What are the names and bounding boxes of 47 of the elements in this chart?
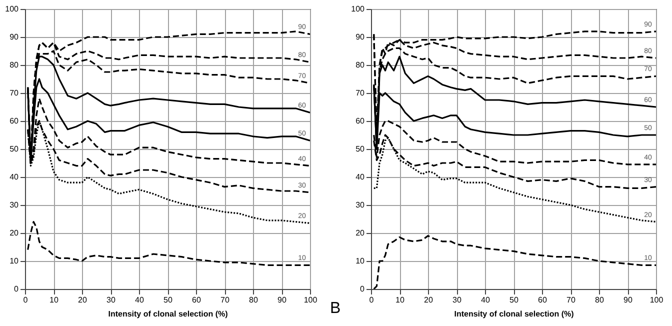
y-tick-label: 70: [10, 88, 20, 98]
x-tick-label: 30: [106, 296, 116, 304]
x-axis-title: Intensity of clonal selection (%): [454, 310, 574, 318]
x-tick-label: 70: [220, 296, 230, 304]
x-tick-label: 100: [650, 296, 664, 304]
y-tick-label: 50: [356, 144, 366, 154]
y-tick-label: 90: [356, 32, 366, 42]
y-tick-label: 20: [10, 228, 20, 238]
x-tick-label: 10: [396, 296, 405, 304]
y-tick-label: 100: [351, 4, 366, 14]
y-tick-label: 90: [10, 32, 20, 42]
y-tick-label: 40: [356, 172, 366, 182]
y-tick-label: 70: [356, 88, 366, 98]
x-tick-label: 50: [164, 296, 173, 304]
y-tick-label: 10: [356, 256, 366, 266]
y-tick-label: 50: [10, 144, 20, 154]
y-tick-label: 60: [10, 116, 20, 126]
x-tick-label: 100: [304, 296, 318, 304]
x-tick-label: 20: [424, 296, 434, 304]
y-tick-label: 60: [356, 116, 366, 126]
y-tick-label: 0: [14, 284, 20, 294]
x-tick-label: 90: [278, 296, 287, 304]
text: B: [330, 300, 341, 318]
y-tick-label: 100: [5, 4, 20, 14]
y-tick-label: 10: [10, 256, 20, 266]
x-tick-label: 30: [452, 296, 462, 304]
y-tick-label: 0: [360, 284, 366, 294]
x-tick-label: 60: [538, 296, 548, 304]
x-tick-label: 40: [481, 296, 490, 304]
x-tick-label: 0: [369, 296, 374, 304]
x-tick-label: 90: [624, 296, 633, 304]
x-axis-title: Intensity of clonal selection (%): [108, 310, 228, 318]
x-tick-label: 20: [78, 296, 88, 304]
y-tick-label: 80: [10, 60, 20, 70]
x-tick-label: 10: [50, 296, 59, 304]
y-tick-label: 30: [10, 200, 20, 210]
x-tick-label: 70: [566, 296, 576, 304]
x-tick-label: 80: [595, 296, 604, 304]
y-tick-label: 30: [356, 200, 366, 210]
x-tick-label: 0: [23, 296, 28, 304]
y-tick-label: 80: [356, 60, 366, 70]
y-tick-label: 40: [10, 172, 20, 182]
y-tick-label: 20: [356, 228, 366, 238]
x-tick-label: 60: [192, 296, 202, 304]
x-tick-label: 80: [249, 296, 258, 304]
x-tick-label: 50: [510, 296, 519, 304]
x-tick-label: 40: [135, 296, 144, 304]
